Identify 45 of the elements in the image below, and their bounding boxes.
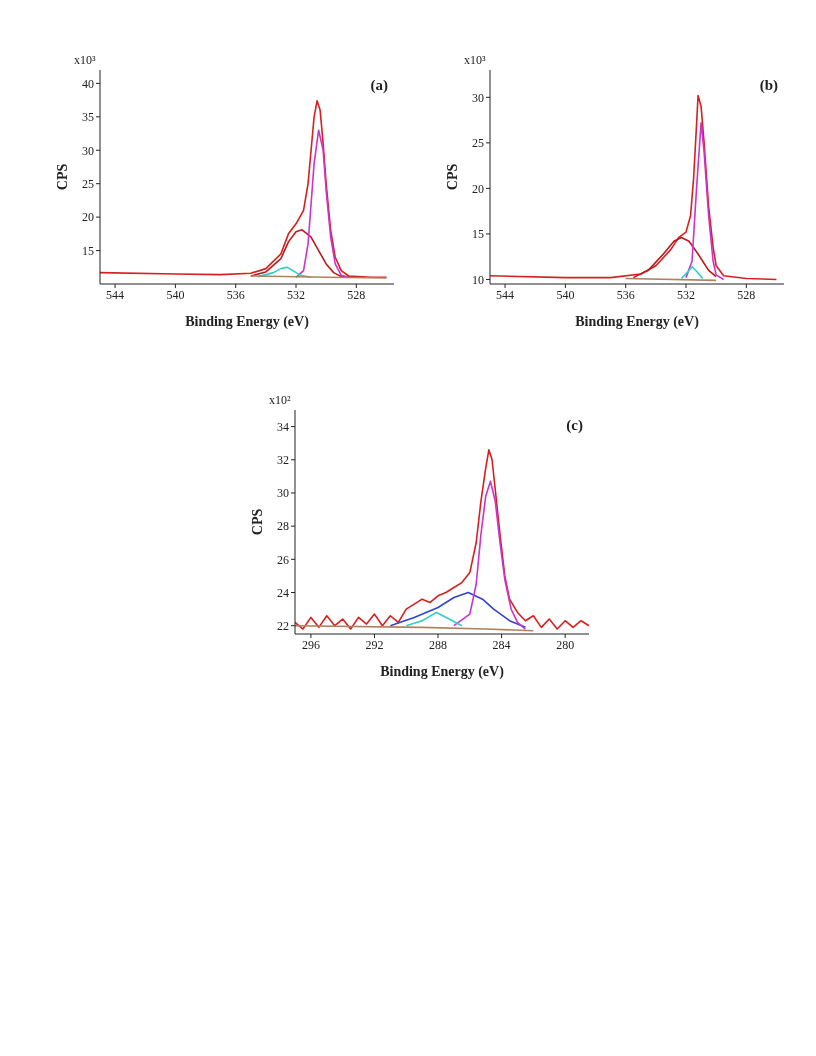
y-tick-label: 30 (472, 90, 484, 105)
y-tick-label: 15 (472, 227, 484, 242)
x-tick-label: 544 (106, 287, 125, 302)
y-tick-label: 22 (277, 618, 289, 633)
text: x10³ (464, 53, 486, 67)
x-tick-label: 532 (677, 287, 695, 302)
y-tick-label: 35 (82, 110, 94, 125)
y-tick-label: 34 (277, 419, 289, 434)
y-tick-label: 25 (82, 176, 94, 191)
x-axis-title: Binding Energy (eV) (185, 314, 310, 330)
y-tick-label: 24 (277, 585, 289, 600)
x-tick-label: 280 (556, 637, 575, 652)
y-tick-label: 30 (82, 143, 94, 158)
annotation: (a) (370, 77, 388, 94)
x-axis-title: Binding Energy (eV) (575, 314, 700, 330)
y-tick-label: 20 (82, 210, 94, 225)
x-axis-title: Binding Energy (eV) (380, 664, 505, 680)
x-tick-label: 540 (166, 287, 185, 302)
y-tick-label: 40 (82, 76, 94, 91)
x-tick-label: 296 (301, 637, 320, 652)
x-tick-label: 536 (226, 287, 245, 302)
annotation: (c) (566, 417, 583, 434)
y-tick-label: 25 (472, 136, 484, 151)
y-axis-title: CPS (54, 163, 70, 191)
x-tick-label: 536 (616, 287, 635, 302)
y-axis-title: CPS (444, 163, 460, 191)
annotation: (b) (759, 77, 778, 94)
y-tick-label: 10 (472, 272, 484, 287)
x-tick-label: 528 (347, 287, 366, 302)
x-tick-label: 544 (496, 287, 515, 302)
y-tick-label: 15 (82, 243, 94, 258)
y-axis-title: CPS (249, 508, 265, 536)
x-tick-label: 528 (737, 287, 756, 302)
y-tick-label: 30 (277, 486, 289, 501)
y-tick-label: 20 (472, 181, 484, 196)
x-tick-label: 532 (287, 287, 305, 302)
x-tick-label: 288 (429, 637, 448, 652)
y-tick-label: 26 (277, 552, 289, 567)
text: x10³ (74, 53, 96, 67)
x-tick-label: 284 (492, 637, 511, 652)
y-tick-label: 32 (277, 453, 289, 468)
x-tick-label: 292 (365, 637, 384, 652)
x-tick-label: 540 (556, 287, 575, 302)
y-tick-label: 28 (277, 519, 289, 534)
text: x10² (269, 393, 291, 407)
